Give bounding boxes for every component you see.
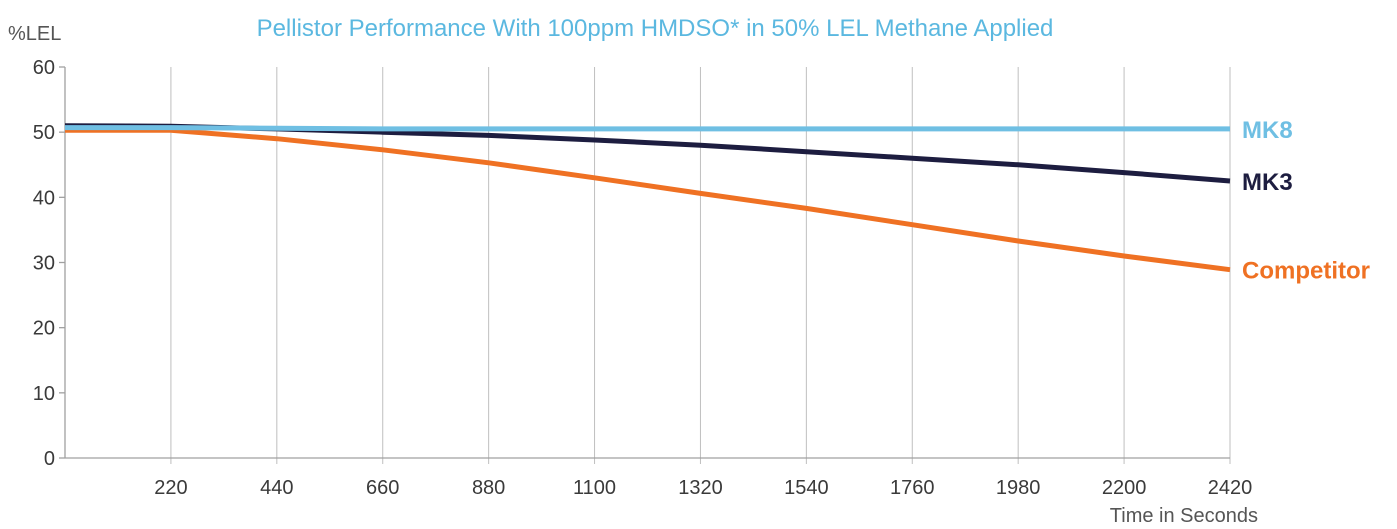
- y-tick-label-30: 30: [33, 253, 55, 275]
- x-tick-label-440: 440: [260, 477, 293, 499]
- x-tick-label-2420: 2420: [1208, 477, 1253, 499]
- y-axis-label: %LEL: [8, 23, 61, 45]
- y-tick-label-40: 40: [33, 187, 55, 209]
- series-line-competitor: [65, 127, 1231, 273]
- y-tick-label-60: 60: [33, 57, 55, 79]
- series-line-mk8: [65, 125, 1230, 132]
- x-tick-label-1100: 1100: [573, 477, 616, 499]
- x-tick-label-1540: 1540: [784, 477, 829, 499]
- tick-labels: 0 10 20 30 40 50 60 220 440 660 880 1100 1320 1540 176…: [33, 57, 1253, 499]
- x-tick-label-1760: 1760: [890, 477, 935, 499]
- series-labels: MK8 MK3 Competitor: [1242, 117, 1370, 285]
- x-tick-label-660: 660: [366, 477, 399, 499]
- x-tick-label-880: 880: [472, 477, 505, 499]
- series-label-mk3: MK3: [1242, 169, 1293, 196]
- y-tick-label-50: 50: [33, 122, 55, 144]
- series-label-competitor: Competitor: [1242, 258, 1370, 285]
- series-lines: [64, 123, 1231, 273]
- x-tick-label-1980: 1980: [996, 477, 1041, 499]
- chart-title: Pellistor Performance With 100ppm HMDSO*…: [257, 15, 1054, 42]
- series-label-mk8: MK8: [1242, 117, 1293, 144]
- x-tick-label-1320: 1320: [678, 477, 723, 499]
- y-tick-label-10: 10: [33, 383, 55, 405]
- x-axis-label: Time in Seconds: [1110, 505, 1258, 527]
- x-tick-label-220: 220: [154, 477, 187, 499]
- x-tick-label-2200: 2200: [1102, 477, 1147, 499]
- y-tick-label-0: 0: [44, 448, 55, 470]
- y-tick-label-20: 20: [33, 318, 55, 340]
